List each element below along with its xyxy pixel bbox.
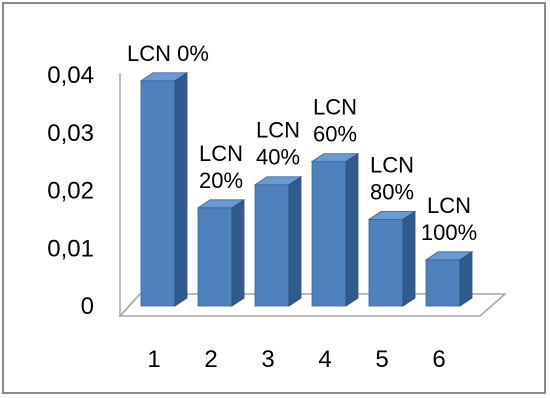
data-label: 20% — [199, 168, 243, 193]
bar-side — [345, 152, 359, 307]
x-tick-label: 3 — [261, 346, 274, 373]
bar-front — [197, 207, 233, 307]
bar — [139, 72, 189, 307]
bar-side — [288, 175, 302, 307]
data-label: LCN — [427, 193, 471, 218]
bar — [424, 251, 474, 307]
bar — [253, 175, 303, 307]
data-label: LCN 0% — [127, 41, 209, 66]
data-label: 60% — [313, 122, 357, 147]
bar — [367, 210, 417, 307]
bar-front — [425, 259, 461, 307]
data-label: LCN — [370, 152, 414, 177]
bar-front — [368, 218, 404, 307]
y-axis-ticks: 0 0,01 0,02 0,03 0,04 — [47, 62, 94, 320]
x-tick-label: 1 — [147, 346, 160, 373]
bar-side — [231, 199, 245, 307]
bar-front — [140, 80, 176, 307]
y-tick-label: 0,01 — [47, 235, 94, 262]
bar-side — [402, 210, 416, 307]
y-tick-label: 0 — [81, 293, 94, 320]
x-tick-label: 4 — [318, 346, 331, 373]
data-label: LCN — [313, 95, 357, 120]
chart-walls — [119, 73, 141, 317]
x-axis-ticks: 1 2 3 4 5 6 — [147, 346, 445, 373]
bar — [196, 199, 246, 307]
bars-layer — [139, 72, 474, 307]
x-tick-label: 6 — [432, 346, 445, 373]
y-tick-label: 0,04 — [47, 62, 94, 89]
bar-side — [174, 72, 188, 307]
floor-edge — [119, 293, 141, 317]
bar-front — [311, 161, 347, 307]
bar-side — [459, 251, 473, 307]
data-label: 80% — [370, 179, 414, 204]
x-tick-label: 5 — [375, 346, 388, 373]
x-tick-label: 2 — [204, 346, 217, 373]
data-label: 100% — [421, 220, 477, 245]
data-label: LCN — [256, 118, 300, 143]
data-label: LCN — [199, 141, 243, 166]
bar — [310, 152, 360, 307]
bar-front — [254, 184, 290, 307]
y-tick-label: 0,03 — [47, 120, 94, 147]
data-label: 40% — [256, 145, 300, 170]
y-tick-label: 0,02 — [47, 178, 94, 205]
